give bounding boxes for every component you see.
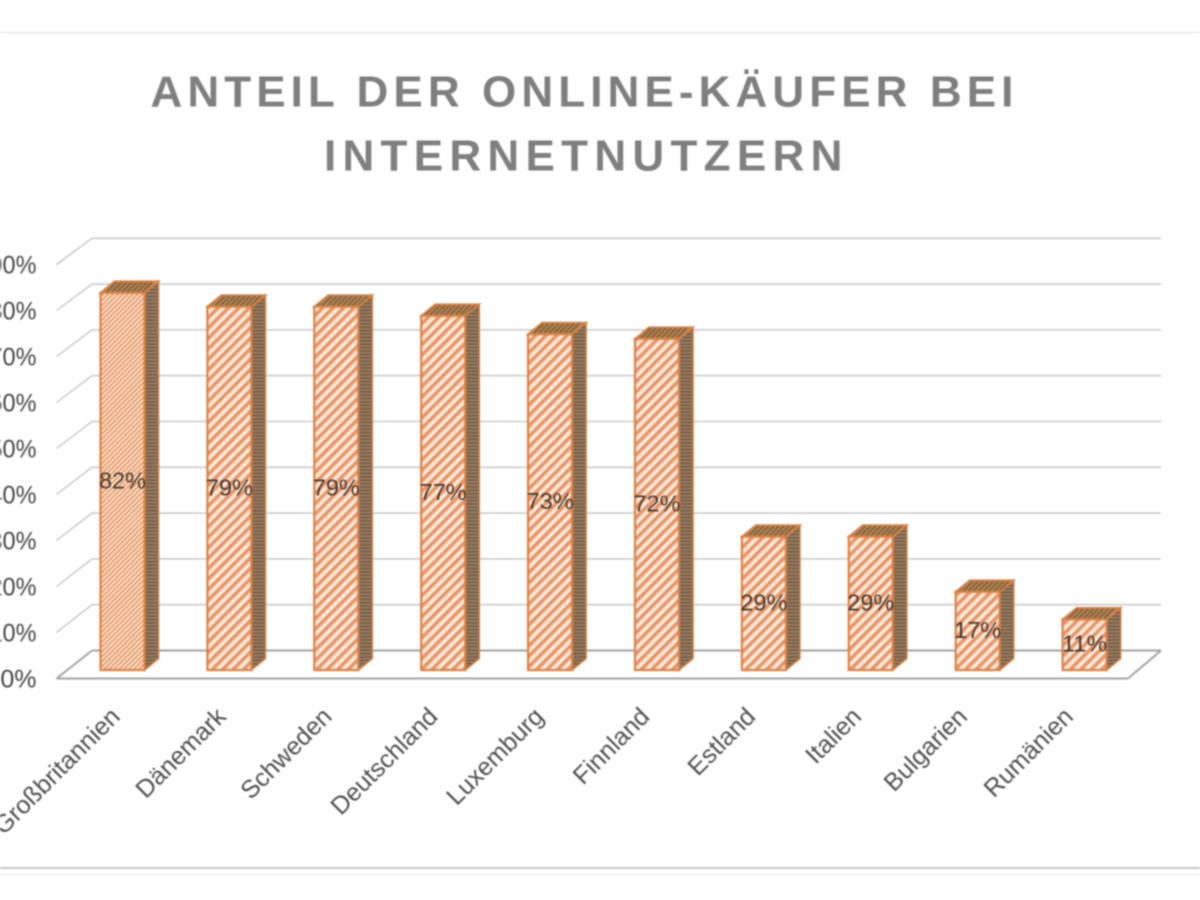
svg-text:30%: 30% — [0, 528, 37, 556]
svg-text:77%: 77% — [420, 479, 467, 505]
svg-text:80%: 80% — [0, 298, 37, 326]
svg-text:11%: 11% — [1062, 631, 1107, 657]
svg-text:Luxemburg: Luxemburg — [441, 702, 549, 810]
svg-text:50%: 50% — [0, 436, 37, 464]
svg-text:Dänemark: Dänemark — [130, 702, 232, 804]
svg-text:79%: 79% — [313, 474, 360, 500]
svg-text:Bulgarien: Bulgarien — [878, 702, 972, 796]
svg-text:ANTEIL DER ONLINE-KÄUFER BEI: ANTEIL DER ONLINE-KÄUFER BEI — [150, 68, 1018, 117]
svg-text:INTERNETNUTZERN: INTERNETNUTZERN — [324, 132, 849, 181]
svg-text:40%: 40% — [0, 482, 37, 510]
svg-text:20%: 20% — [0, 574, 37, 602]
svg-text:79%: 79% — [206, 474, 253, 500]
svg-text:60%: 60% — [0, 390, 37, 418]
svg-text:Rumänien: Rumänien — [978, 702, 1078, 802]
svg-text:90%: 90% — [0, 252, 37, 280]
svg-text:Schweden: Schweden — [235, 702, 337, 804]
svg-text:Italien: Italien — [800, 702, 867, 769]
svg-text:73%: 73% — [527, 488, 574, 514]
svg-text:17%: 17% — [954, 617, 1001, 643]
svg-text:72%: 72% — [633, 490, 680, 516]
svg-text:Estland: Estland — [682, 702, 761, 781]
svg-text:Großbritannien: Großbritannien — [0, 702, 126, 840]
svg-text:29%: 29% — [740, 589, 787, 615]
svg-text:Deutschland: Deutschland — [325, 702, 443, 820]
svg-text:82%: 82% — [99, 467, 146, 493]
svg-text:10%: 10% — [0, 620, 37, 648]
svg-text:0%: 0% — [0, 666, 36, 694]
svg-text:70%: 70% — [0, 344, 37, 372]
svg-text:29%: 29% — [847, 589, 894, 615]
svg-text:Finnland: Finnland — [568, 702, 656, 790]
